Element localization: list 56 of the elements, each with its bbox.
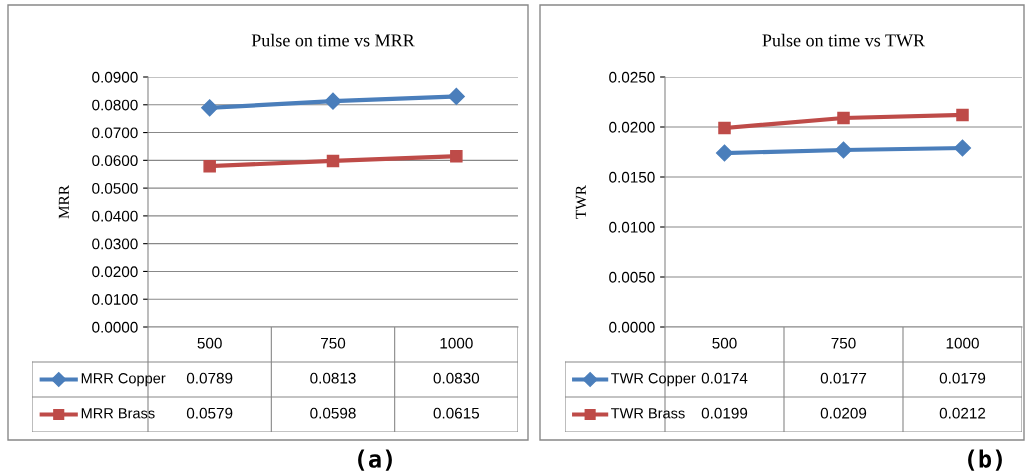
- data-label: 0.0813: [310, 372, 356, 384]
- data-label: 0.0789: [186, 372, 233, 384]
- y-tick-label: 0.0100: [609, 221, 655, 233]
- x-tick-label: 500: [712, 337, 737, 349]
- data-label: 0.0598: [310, 407, 356, 419]
- y-tick-label: 0.0050: [609, 271, 655, 283]
- legend-label: TWR Copper: [611, 373, 696, 387]
- data-label: 0.0174: [701, 372, 748, 384]
- point: [447, 87, 465, 105]
- y-tick-label: 0.0150: [609, 171, 655, 183]
- x-tick-label: 750: [831, 337, 856, 349]
- y-tick-label: 0.0900: [92, 71, 138, 83]
- x-tick-label: 500: [197, 337, 222, 349]
- x-tick-label: 1000: [946, 337, 979, 349]
- data-label: 0.0199: [701, 407, 748, 419]
- y-tick-label: 0.0250: [609, 71, 655, 83]
- point: [201, 99, 219, 117]
- point: [834, 141, 853, 159]
- y-axis-title: MRR: [58, 185, 69, 219]
- y-tick-label: 0.0400: [92, 210, 138, 222]
- text: (b): [968, 449, 1002, 471]
- data-label: 0.0579: [186, 407, 233, 419]
- x-tick-label: 750: [321, 337, 346, 349]
- chart-title: Pulse on time vs TWR: [762, 33, 926, 47]
- data-label: 0.0830: [433, 372, 480, 384]
- data-label: 0.0209: [820, 407, 867, 419]
- point: [837, 111, 850, 125]
- y-tick-label: 0.0100: [92, 294, 138, 305]
- y-tick-label: 0.0200: [609, 121, 655, 133]
- point: [715, 144, 734, 162]
- y-tick-label: 0.0500: [92, 182, 138, 194]
- point: [718, 121, 731, 135]
- y-tick-label: 0.0000: [609, 321, 655, 333]
- y-tick-label: 0.0000: [92, 321, 138, 333]
- y-tick-label: 0.0200: [92, 266, 138, 278]
- text: (a): [358, 449, 392, 471]
- chart-title: Pulse on time vs MRR: [251, 33, 415, 47]
- legend-label: MRR Copper: [81, 373, 166, 387]
- data-label: 0.0212: [939, 407, 986, 419]
- legend-label: MRR Brass: [81, 408, 155, 419]
- point: [953, 139, 972, 157]
- point: [450, 149, 463, 163]
- y-axis-title: TWR: [575, 185, 587, 219]
- data-label: 0.0177: [820, 372, 867, 384]
- data-label: 0.0615: [433, 407, 480, 419]
- point: [203, 159, 216, 173]
- y-tick-label: 0.0700: [92, 127, 138, 139]
- point: [324, 92, 342, 110]
- point: [956, 108, 969, 122]
- y-tick-label: 0.0300: [92, 238, 138, 250]
- y-tick-label: 0.0600: [92, 155, 138, 167]
- x-tick-label: 1000: [440, 337, 473, 349]
- legend-label: TWR Brass: [611, 408, 685, 419]
- data-label: 0.0179: [939, 372, 986, 384]
- y-tick-label: 0.0800: [92, 99, 138, 111]
- point: [326, 154, 340, 168]
